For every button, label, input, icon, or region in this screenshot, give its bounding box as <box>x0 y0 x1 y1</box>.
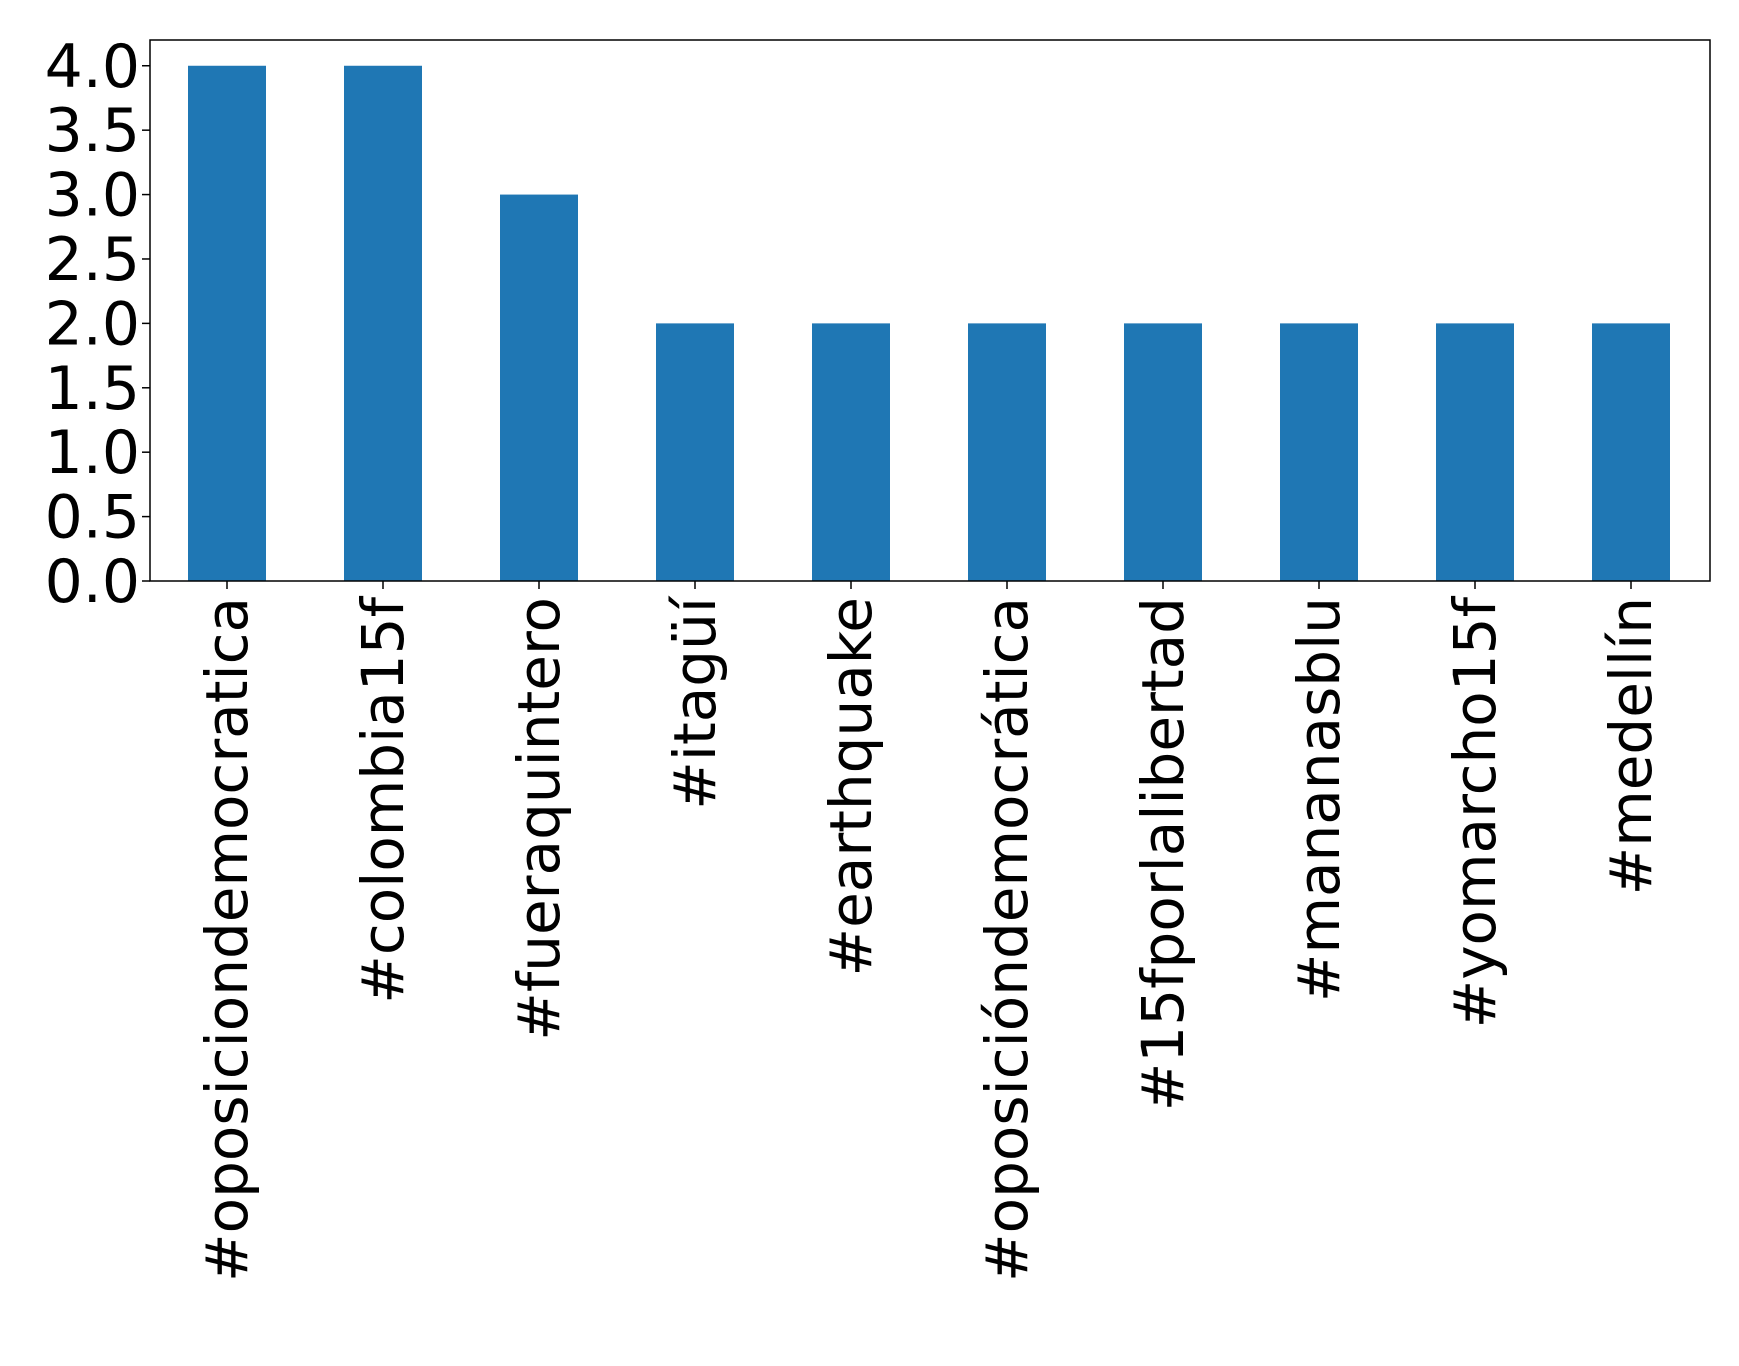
x-tick-label: #yomarcho15f <box>1441 595 1509 1028</box>
x-tick-label: #fueraquintero <box>505 597 573 1041</box>
x-tick-label: #mananasblu <box>1285 597 1353 1002</box>
bar <box>1436 323 1514 581</box>
y-tick-label: 3.5 <box>45 96 140 166</box>
x-tick-label: #earthquake <box>817 597 885 977</box>
y-tick-label: 0.0 <box>45 547 140 617</box>
y-tick-label: 2.5 <box>45 225 140 295</box>
bar <box>812 323 890 581</box>
bar <box>1592 323 1670 581</box>
x-tick-label: #oposiciondemocratica <box>193 597 261 1282</box>
y-tick-label: 4.0 <box>45 32 140 102</box>
bars-layer <box>188 65 1670 582</box>
y-axis: 0.00.51.01.52.02.53.03.54.0 <box>45 32 150 617</box>
bar <box>1280 323 1358 581</box>
bar <box>188 65 266 581</box>
x-tick-label: #colombia15f <box>349 595 417 1003</box>
x-tick-label: #medellín <box>1597 597 1665 895</box>
y-tick-label: 3.0 <box>45 161 140 231</box>
x-tick-label: #itagüí <box>661 595 729 810</box>
y-tick-label: 0.5 <box>45 483 140 553</box>
x-tick-label: #15fporlalibertad <box>1129 597 1197 1111</box>
bar <box>500 194 578 582</box>
bar <box>1124 323 1202 581</box>
bar <box>968 323 1046 581</box>
bar <box>656 323 734 581</box>
y-tick-label: 2.0 <box>45 289 140 359</box>
x-axis: #oposiciondemocratica #colombia15f #fueraq… <box>193 581 1665 1282</box>
y-tick-label: 1.0 <box>45 418 140 488</box>
x-tick-label: #oposicióndemocrática <box>973 597 1041 1282</box>
plot-frame <box>149 39 1711 582</box>
y-tick-label: 1.5 <box>45 354 140 424</box>
bar <box>344 65 422 581</box>
